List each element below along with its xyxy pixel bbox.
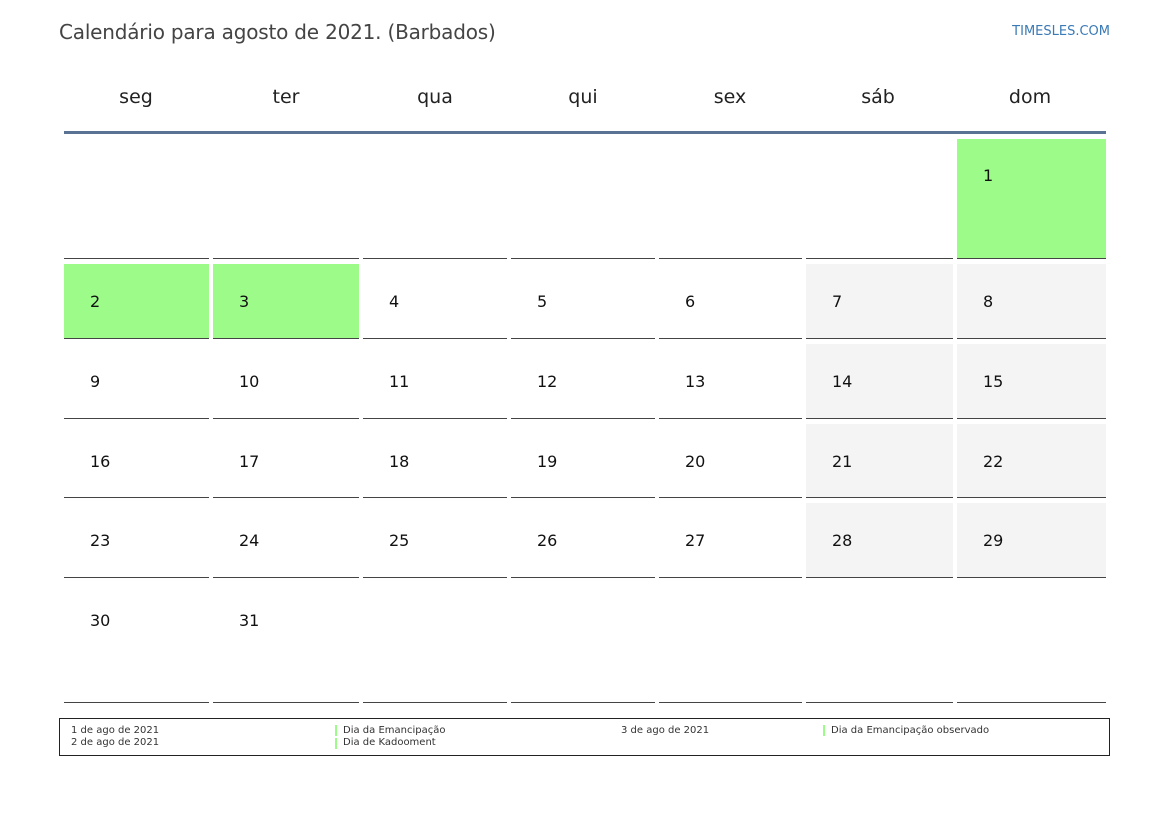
day-cell[interactable]: 12 [511, 344, 655, 419]
weekday-label: ter [272, 86, 300, 108]
day-number: 29 [983, 531, 1004, 550]
legend-color-marker [335, 738, 337, 749]
legend-holiday-name: Dia da Emancipação [343, 725, 446, 736]
day-number: 12 [537, 372, 558, 391]
day-cell[interactable]: 1 [957, 139, 1106, 259]
day-cell[interactable]: 7 [806, 264, 953, 339]
day-number: 4 [389, 292, 400, 311]
day-cell[interactable]: 26 [511, 503, 655, 578]
day-number: 20 [685, 452, 706, 471]
day-number: 21 [832, 452, 853, 471]
brand-link[interactable]: TIMESLES.COM [1012, 24, 1110, 39]
day-number: 25 [389, 531, 410, 550]
day-number: 2 [90, 292, 101, 311]
legend-date: 2 de ago de 2021 [71, 737, 160, 748]
day-cell[interactable]: 19 [511, 424, 655, 498]
day-cell[interactable]: 30 [64, 583, 209, 703]
day-cell[interactable]: 20 [659, 424, 802, 498]
day-number: 6 [685, 292, 696, 311]
legend-color-marker [823, 725, 825, 736]
day-cell[interactable]: 9 [64, 344, 209, 419]
day-cell[interactable]: 29 [957, 503, 1106, 578]
legend-date: 3 de ago de 2021 [621, 725, 710, 736]
day-cell [511, 583, 655, 703]
day-number: 9 [90, 372, 101, 391]
day-cell [64, 139, 209, 259]
day-number: 14 [832, 372, 853, 391]
day-number: 26 [537, 531, 558, 550]
weekday-label: sex [713, 86, 747, 108]
day-number: 15 [983, 372, 1004, 391]
day-cell [659, 583, 802, 703]
legend-color-marker [335, 725, 337, 736]
day-cell [363, 139, 507, 259]
day-cell[interactable]: 17 [213, 424, 359, 498]
day-cell[interactable]: 27 [659, 503, 802, 578]
weekday-header: seg ter qua qui sex sáb dom [64, 86, 1106, 114]
day-number: 13 [685, 372, 706, 391]
day-cell [363, 583, 507, 703]
day-cell [957, 583, 1106, 703]
weekday-label: seg [119, 86, 153, 108]
day-cell [806, 139, 953, 259]
day-number: 10 [239, 372, 260, 391]
day-cell [213, 139, 359, 259]
day-cell[interactable]: 10 [213, 344, 359, 419]
header-divider [64, 131, 1106, 134]
day-cell [806, 583, 953, 703]
day-number: 7 [832, 292, 843, 311]
day-number: 27 [685, 531, 706, 550]
weekday-label: qua [417, 86, 453, 108]
weekday-label: sáb [861, 86, 895, 108]
day-cell[interactable]: 21 [806, 424, 953, 498]
weekday-label: qui [568, 86, 598, 108]
day-cell[interactable]: 31 [213, 583, 359, 703]
day-number: 5 [537, 292, 548, 311]
legend-holiday-name: Dia da Emancipação observado [831, 725, 990, 736]
day-cell[interactable]: 25 [363, 503, 507, 578]
day-number: 19 [537, 452, 558, 471]
day-cell[interactable]: 23 [64, 503, 209, 578]
day-cell[interactable]: 5 [511, 264, 655, 339]
day-cell[interactable]: 15 [957, 344, 1106, 419]
day-cell[interactable]: 13 [659, 344, 802, 419]
day-number: 30 [90, 611, 111, 630]
day-cell [511, 139, 655, 259]
day-number: 17 [239, 452, 260, 471]
day-number: 28 [832, 531, 853, 550]
day-cell[interactable]: 18 [363, 424, 507, 498]
day-number: 11 [389, 372, 410, 391]
page-title: Calendário para agosto de 2021. (Barbado… [59, 20, 496, 44]
day-cell[interactable]: 4 [363, 264, 507, 339]
day-number: 22 [983, 452, 1004, 471]
day-cell [659, 139, 802, 259]
day-cell[interactable]: 8 [957, 264, 1106, 339]
day-number: 8 [983, 292, 994, 311]
day-number: 23 [90, 531, 111, 550]
day-number: 16 [90, 452, 111, 471]
day-cell[interactable]: 14 [806, 344, 953, 419]
weekday-label: dom [1008, 86, 1052, 108]
holiday-legend: 1 de ago de 2021 2 de ago de 2021 Dia da… [59, 718, 1110, 756]
legend-holiday-name: Dia de Kadooment [343, 737, 436, 748]
day-number: 31 [239, 611, 260, 630]
day-cell[interactable]: 3 [213, 264, 359, 339]
day-cell[interactable]: 24 [213, 503, 359, 578]
day-number: 24 [239, 531, 260, 550]
legend-date: 1 de ago de 2021 [71, 725, 160, 736]
day-cell[interactable]: 22 [957, 424, 1106, 498]
day-cell[interactable]: 2 [64, 264, 209, 339]
day-cell[interactable]: 11 [363, 344, 507, 419]
day-cell[interactable]: 28 [806, 503, 953, 578]
day-cell[interactable]: 6 [659, 264, 802, 339]
day-number: 18 [389, 452, 410, 471]
day-cell[interactable]: 16 [64, 424, 209, 498]
day-number: 3 [239, 292, 250, 311]
day-number: 1 [983, 166, 994, 185]
